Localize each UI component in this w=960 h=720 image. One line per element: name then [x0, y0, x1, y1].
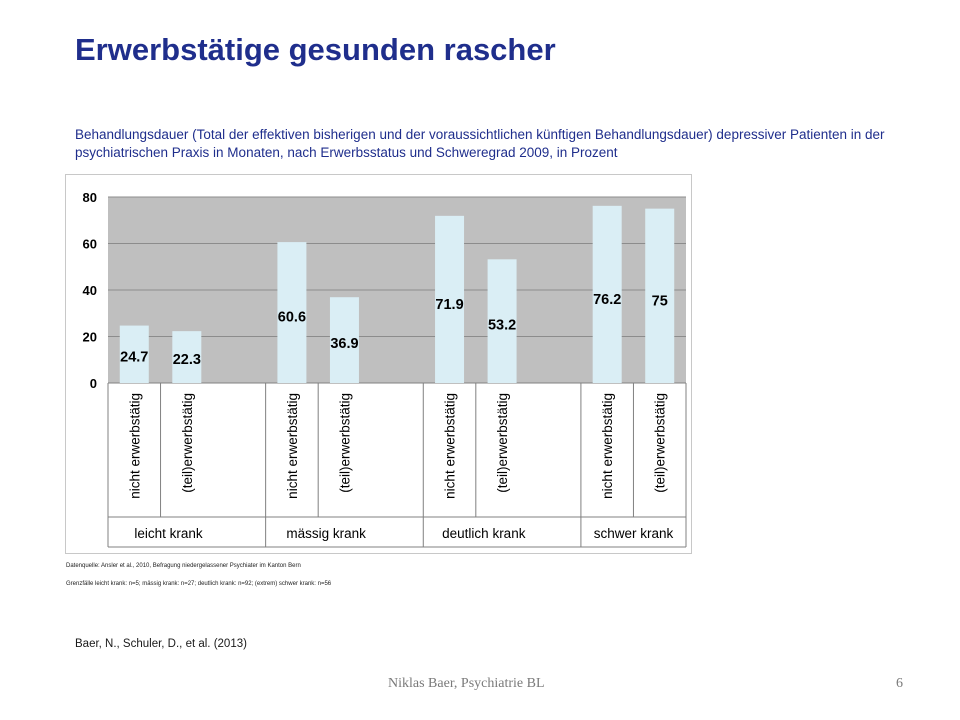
y-tick-label: 20: [83, 330, 97, 345]
citation: Baer, N., Schuler, D., et al. (2013): [75, 638, 247, 650]
x-category-label: (teil)erwerbstätig: [180, 393, 195, 493]
bar: [645, 208, 675, 383]
sample-size-note: Grenzfälle leicht krank: n=5; mässig kra…: [66, 581, 332, 587]
chart-frame: 0 20 40 60 80 24.7 nicht erwerbstätig 22.3 (teil…: [65, 174, 692, 554]
x-category-label: nicht erwerbstätig: [127, 393, 142, 499]
y-tick-label: 0: [90, 376, 97, 391]
bar-chart: 0 20 40 60 80 24.7 nicht erwerbstätig 22.3 (teil…: [83, 190, 687, 548]
y-tick-label: 80: [83, 190, 97, 205]
x-category-label: (teil)erwerbstätig: [337, 393, 352, 493]
bar-value-label: 36.9: [330, 336, 358, 352]
x-category-label: nicht erwerbstätig: [285, 393, 300, 499]
slide-title: Erwerbstätige gesunden rascher: [75, 32, 556, 67]
x-category-label: nicht erwerbstätig: [443, 393, 458, 499]
x-category-label: (teil)erwerbstätig: [653, 393, 668, 493]
bar-value-label: 22.3: [173, 352, 201, 368]
bar: [487, 259, 517, 383]
x-category-label: (teil)erwerbstätig: [495, 393, 510, 493]
footer-text: Niklas Baer, Psychiatrie BL: [388, 676, 545, 691]
bar: [277, 242, 307, 383]
bar: [592, 205, 622, 383]
bar-value-label: 60.6: [278, 309, 306, 325]
y-tick-label: 60: [83, 237, 97, 252]
bar-value-label: 24.7: [120, 349, 148, 365]
bar-value-label: 53.2: [488, 318, 516, 334]
x-category-label: nicht erwerbstätig: [600, 393, 615, 499]
bar-value-label: 76.2: [593, 292, 621, 308]
bar-value-label: 75: [652, 293, 668, 309]
page-number: 6: [896, 676, 903, 691]
bar: [435, 215, 465, 383]
x-group-label: leicht krank: [134, 526, 203, 541]
bar: [329, 297, 359, 383]
bar-value-label: 71.9: [435, 297, 463, 313]
bar: [172, 331, 202, 383]
bar: [119, 325, 149, 383]
y-tick-label: 40: [83, 283, 97, 298]
x-group-label: schwer krank: [594, 526, 674, 541]
chart-subtitle: Behandlungsdauer (Total der effektiven b…: [75, 127, 885, 160]
x-group-label: mässig krank: [286, 526, 366, 541]
data-source-note: Datenquelle: Ansler et al., 2010, Befrag…: [66, 563, 301, 569]
x-group-label: deutlich krank: [442, 526, 526, 541]
